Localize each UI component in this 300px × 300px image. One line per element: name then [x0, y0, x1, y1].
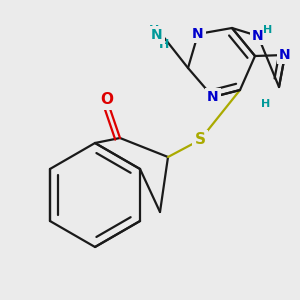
Text: H: H — [149, 25, 159, 38]
Text: N: N — [207, 90, 219, 104]
Text: N: N — [252, 29, 264, 43]
Text: N: N — [192, 27, 204, 41]
Text: N: N — [279, 48, 291, 62]
Text: O: O — [100, 92, 113, 107]
Text: S: S — [194, 133, 206, 148]
Text: H: H — [263, 25, 273, 35]
Text: H: H — [159, 38, 169, 52]
Text: N: N — [151, 28, 163, 42]
Text: H: H — [261, 99, 271, 109]
